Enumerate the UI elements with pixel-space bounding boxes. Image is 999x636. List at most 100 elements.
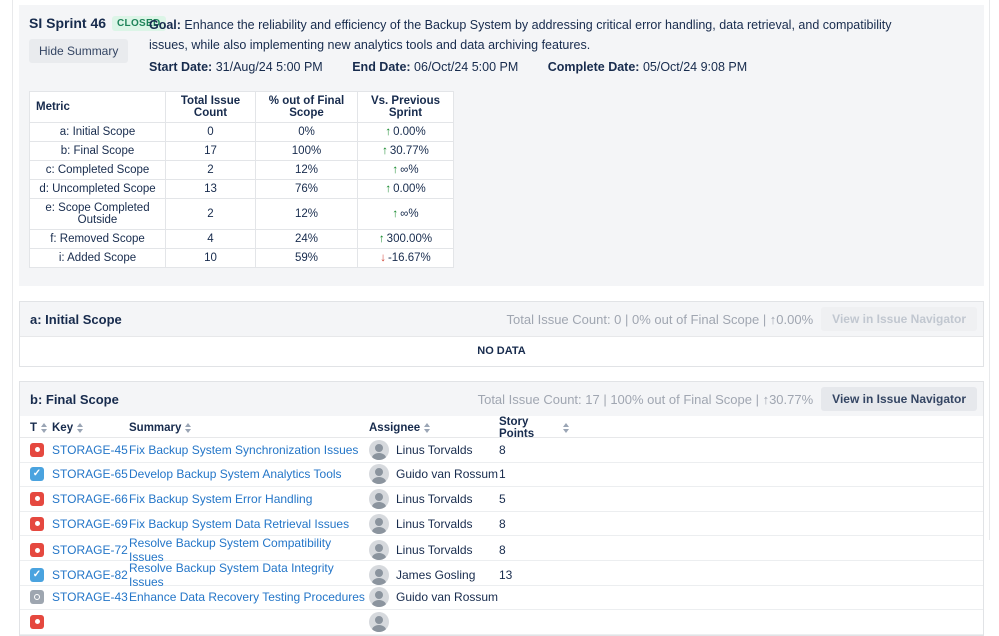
sort-icon (185, 423, 192, 433)
issue-row: STORAGE-43 Enhance Data Recovery Testing … (20, 586, 983, 611)
no-data-message: NO DATA (20, 336, 983, 366)
metrics-col-metric: Metric (29, 91, 166, 123)
view-in-issue-navigator-button-b[interactable]: View in Issue Navigator (821, 387, 977, 411)
bug-icon (30, 491, 44, 506)
sprint-metrics-table: Metric Total Issue Count % out of Final … (29, 91, 454, 268)
section-initial-scope: a: Initial Scope Total Issue Count: 0 | … (19, 301, 984, 367)
assignee-name: Linus Torvalds (396, 442, 473, 457)
avatar (369, 611, 389, 632)
section-a-title: a: Initial Scope (30, 311, 122, 327)
issue-summary-link[interactable]: Enhance Data Recovery Testing Procedures (129, 590, 365, 605)
metrics-row: f: Removed Scope 4 24% ↑ 300.00% (29, 229, 454, 249)
issue-key-link[interactable]: STORAGE-65 (52, 467, 128, 482)
metric-name: a: Initial Scope (29, 122, 166, 142)
issue-key-link[interactable]: STORAGE-82 (52, 567, 128, 582)
task-icon: ✓ (30, 567, 44, 582)
sprint-dates: Start Date: 31/Aug/24 5:00 PM End Date: … (149, 57, 919, 77)
issue-summary-link[interactable]: Fix Backup System Data Retrieval Issues (129, 516, 350, 531)
section-b-stats: Total Issue Count: 17 | 100% out of Fina… (477, 391, 814, 407)
trend-up-arrow-icon: ↑ (392, 208, 399, 220)
story-points: 13 (499, 567, 513, 582)
column-header-summary[interactable]: Summary (129, 422, 369, 434)
issue-summary-link[interactable]: Fix Backup System Error Handling (129, 491, 313, 506)
trend-up-arrow-icon: ↑ (392, 164, 399, 176)
avatar (369, 513, 389, 534)
issue-type-cell (30, 491, 52, 506)
sprint-status-badge: CLOSED (112, 15, 166, 31)
assignee-cell: Linus Torvalds (369, 488, 499, 509)
sort-icon (424, 423, 431, 433)
trend-up-arrow-icon: ↑ (385, 126, 392, 138)
assignee-name: Linus Torvalds (396, 543, 473, 558)
sprint-goal: Goal: Enhance the reliability and effici… (149, 15, 919, 77)
metric-trend: ↑ 0.00% (357, 122, 454, 142)
metric-count: 4 (165, 229, 256, 249)
trend-up-arrow-icon: ↑ (382, 145, 388, 157)
issue-type-cell (30, 543, 52, 558)
metric-pct: 24% (255, 229, 358, 249)
metric-name: c: Completed Scope (29, 160, 166, 180)
sort-icon (562, 423, 569, 433)
avatar (369, 587, 389, 608)
avatar (369, 564, 389, 585)
complete-date-label: Complete Date: (547, 60, 640, 74)
section-b-title: b: Final Scope (30, 391, 119, 407)
assignee-cell: Linus Torvalds (369, 439, 499, 460)
issue-summary-link[interactable]: Develop Backup System Analytics Tools (129, 467, 342, 482)
start-date-value: 31/Aug/24 5:00 PM (215, 60, 323, 74)
metrics-row: a: Initial Scope 0 0% ↑ 0.00% (29, 122, 454, 142)
metrics-col-vs-prev: Vs. Previous Sprint (357, 91, 454, 123)
metric-count: 17 (165, 141, 256, 161)
metric-trend: ↑ 300.00% (357, 229, 454, 249)
assignee-name: Linus Torvalds (396, 491, 473, 506)
issue-key-link[interactable]: STORAGE-66 (52, 491, 128, 506)
metric-trend: ↑ ∞% (357, 160, 454, 180)
metric-pct: 0% (255, 122, 358, 142)
metric-name: e: Scope Completed Outside (29, 198, 166, 230)
metric-name: f: Removed Scope (29, 229, 166, 249)
metric-name: i: Added Scope (29, 248, 166, 268)
metric-count: 2 (165, 160, 256, 180)
hide-summary-button[interactable]: Hide Summary (29, 39, 129, 63)
metrics-row: e: Scope Completed Outside 2 12% ↑ ∞% (29, 198, 454, 230)
view-in-issue-navigator-button-a[interactable]: View in Issue Navigator (821, 307, 977, 331)
metric-count: 13 (165, 179, 256, 199)
column-header-story-points[interactable]: Story Points (499, 416, 569, 440)
assignee-cell: Linus Torvalds (369, 513, 499, 534)
issue-type-cell (30, 590, 52, 605)
metric-count: 0 (165, 122, 256, 142)
assignee-name: Guido van Rossum (396, 467, 499, 482)
metric-pct: 59% (255, 248, 358, 268)
bug-icon (30, 516, 44, 531)
story-points: 5 (499, 491, 506, 506)
column-header-type[interactable]: T (30, 422, 52, 434)
issue-row: STORAGE-66 Fix Backup System Error Handli… (20, 487, 983, 512)
issue-key-link[interactable]: STORAGE-69 (52, 516, 128, 531)
issue-key-link[interactable]: STORAGE-45 (52, 442, 128, 457)
end-date-value: 06/Oct/24 5:00 PM (414, 60, 519, 74)
column-header-assignee[interactable]: Assignee (369, 422, 499, 434)
issue-summary-link[interactable]: Fix Backup System Synchronization Issues (129, 442, 359, 457)
issue-table-header: T Key Summary Assignee Story Points (20, 416, 983, 440)
metric-pct: 12% (255, 160, 358, 180)
metric-trend: ↓ -16.67% (357, 248, 454, 268)
column-header-key[interactable]: Key (52, 422, 129, 434)
issue-row: ✓ STORAGE-65 Develop Backup System Analyti… (20, 463, 983, 488)
assignee-cell: James Gosling (369, 564, 499, 585)
metric-count: 10 (165, 248, 256, 268)
issue-key-link[interactable]: STORAGE-43 (52, 590, 128, 605)
metric-pct: 76% (255, 179, 358, 199)
bug-icon (30, 614, 44, 629)
goal-label: Goal: (149, 18, 181, 32)
issue-type-cell: ✓ (30, 567, 52, 582)
issue-row: ✓ STORAGE-82 Resolve Backup System Data In… (20, 560, 983, 589)
sort-icon (41, 423, 48, 433)
issue-key-link[interactable]: STORAGE-72 (52, 543, 128, 558)
sort-icon (77, 423, 84, 433)
metric-trend: ↑ 0.00% (357, 179, 454, 199)
avatar (369, 540, 389, 561)
metric-pct: 12% (255, 198, 358, 230)
metric-trend: ↑ 30.77% (357, 141, 454, 161)
issue-summary-link[interactable]: Resolve Backup System Data Integrity Iss… (129, 560, 334, 589)
issue-row: STORAGE-72 Resolve Backup System Compatib… (20, 536, 983, 564)
